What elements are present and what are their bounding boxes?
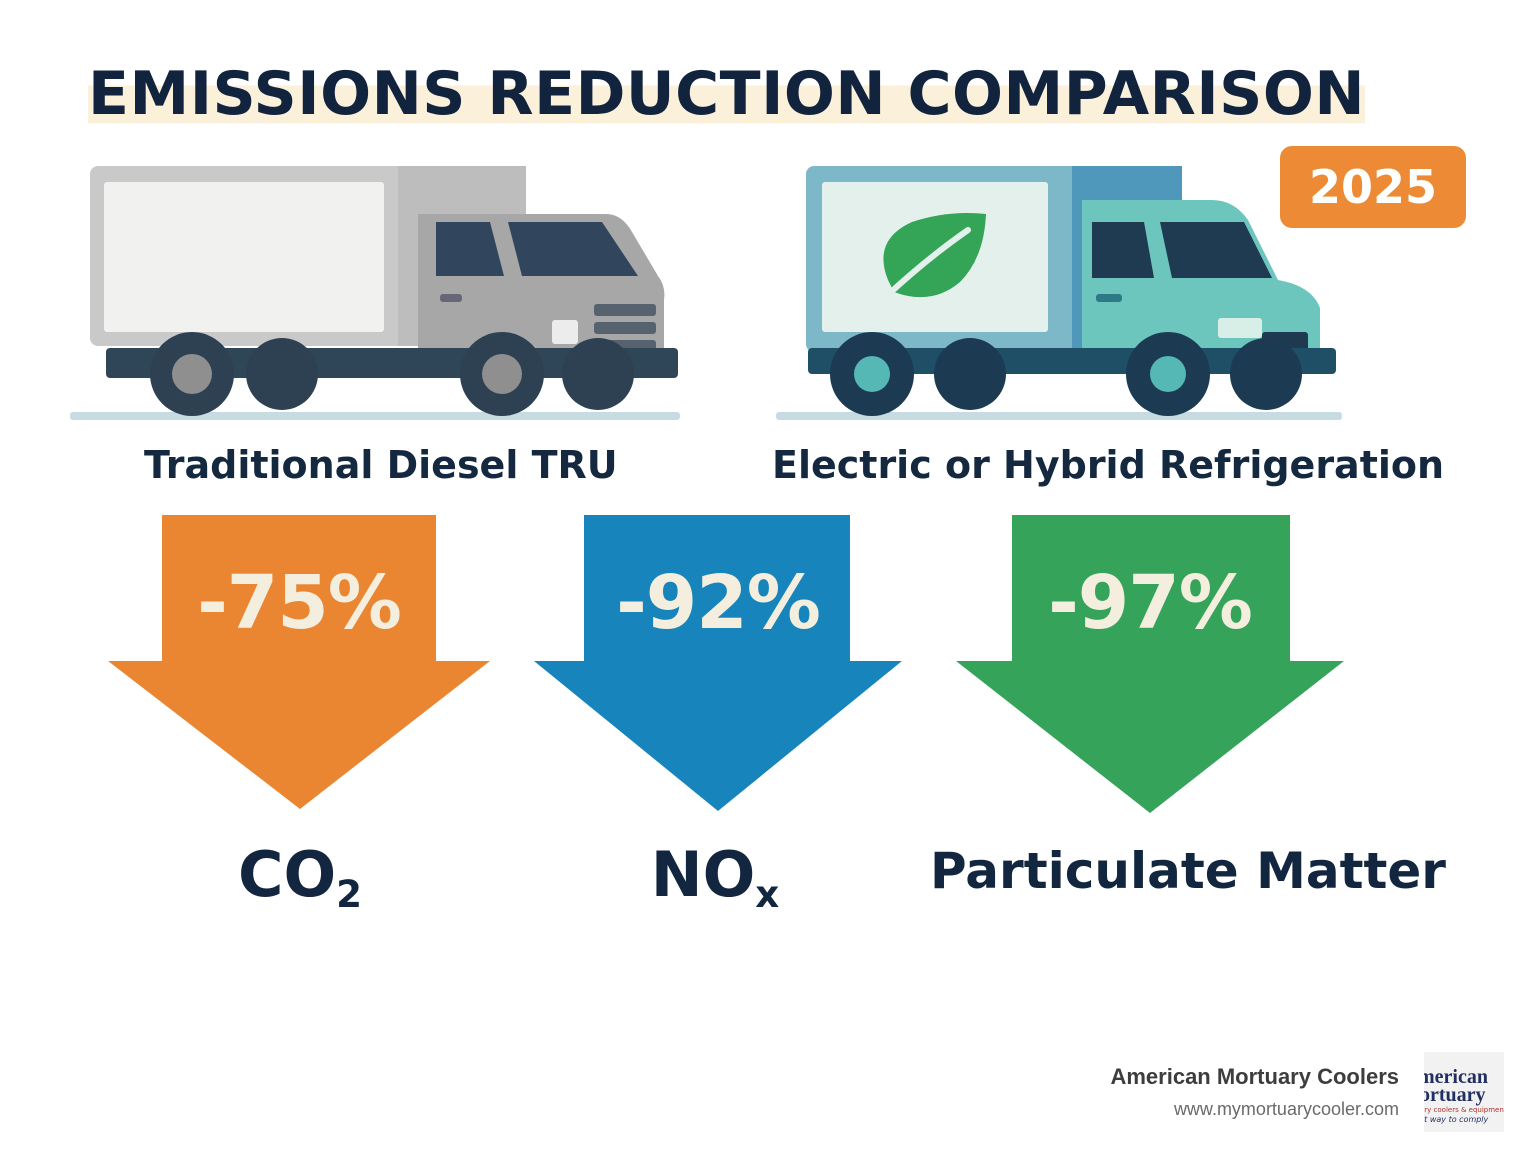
electric-truck-label: Electric or Hybrid Refrigeration	[772, 443, 1445, 487]
particulate-matter-label: Particulate Matter	[930, 842, 1446, 900]
year-badge: 2025	[1280, 146, 1466, 228]
logo-text: ary coolers & equipment	[1424, 1106, 1504, 1114]
brand-url: www.mymortuarycooler.com	[1173, 1099, 1399, 1119]
electric-truck-icon	[776, 166, 1342, 420]
co2-label: CO2	[237, 838, 363, 917]
nox-reduction-value: -92%	[616, 560, 821, 646]
brand-name: American Mortuary Coolers	[1110, 1064, 1399, 1089]
diesel-truck-icon	[70, 166, 680, 420]
nox-reduction-arrow	[534, 515, 902, 811]
co2-reduction-arrow	[108, 515, 490, 809]
pm-reduction-value: -97%	[1048, 560, 1253, 646]
co2-reduction-value: -75%	[197, 560, 402, 646]
logo-text: merican	[1424, 1066, 1488, 1088]
brand-logo: merican ortuary ary coolers & equipment …	[1424, 1052, 1504, 1132]
page-title: EMISSIONS REDUCTION COMPARISON	[88, 59, 1366, 129]
diesel-truck-label: Traditional Diesel TRU	[144, 443, 618, 487]
logo-text: ortuary	[1424, 1084, 1486, 1106]
nox-label: NOx	[650, 838, 780, 917]
logo-text: st way to comply	[1424, 1115, 1489, 1124]
pm-reduction-arrow	[956, 515, 1344, 813]
leaf-icon	[873, 213, 986, 309]
